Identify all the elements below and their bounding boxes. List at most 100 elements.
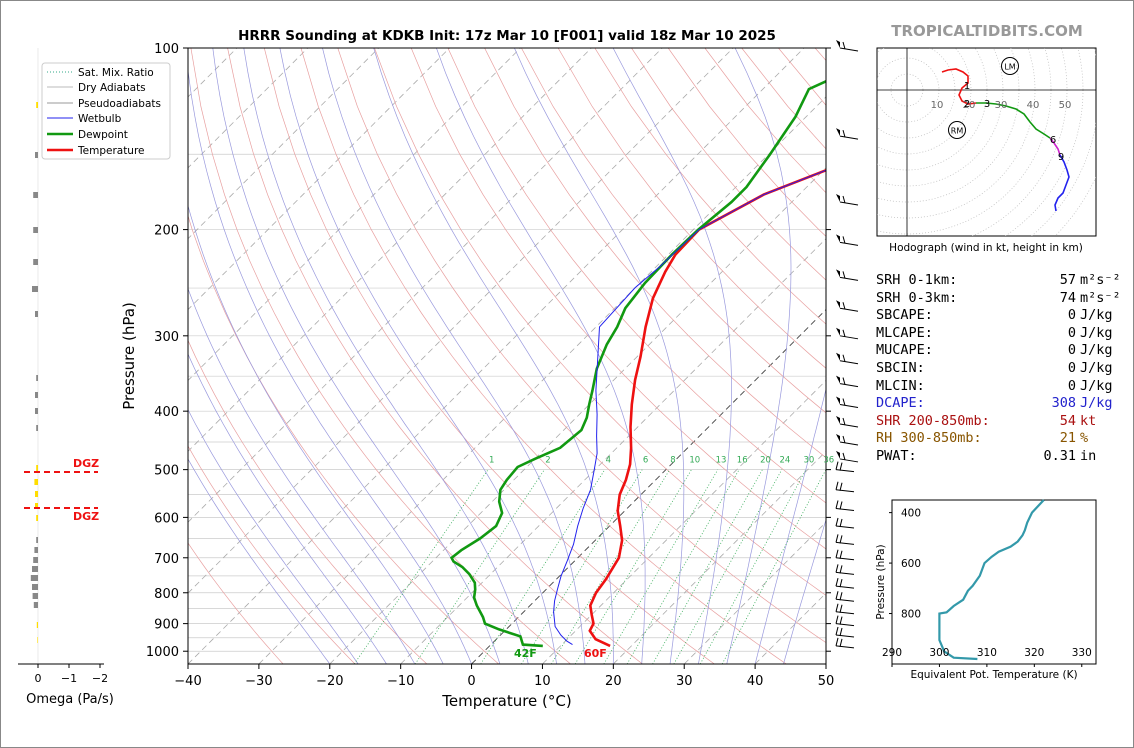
theta-e-xlabel: Equivalent Pot. Temperature (K) <box>910 669 1077 681</box>
legend-pseudoadiabats: Pseudoadiabats <box>78 98 161 110</box>
stat-value: 308 <box>1051 395 1076 412</box>
stat-label: SHR 200-850mb: <box>876 412 990 429</box>
stat-row: SRH 0-3km: 74 m²s⁻² <box>876 290 1121 308</box>
mix-ratio-label: 1 <box>489 455 494 465</box>
stat-label: SBCAPE: <box>876 307 933 324</box>
stat-value: 0 <box>1067 359 1076 376</box>
hodo-segment-magenta <box>1049 137 1061 156</box>
stat-unit: J/kg <box>1080 377 1113 394</box>
x-tick-label: 40 <box>747 674 764 689</box>
stat-row: RH 300-850mb: 21% <box>876 430 1121 448</box>
wind-barbs <box>835 40 859 649</box>
x-tick-label: −30 <box>245 674 272 689</box>
stat-value: 57 <box>1059 272 1076 288</box>
y-axis-label: Pressure (hPa) <box>120 302 138 410</box>
mix-ratio-label: 16 <box>737 455 748 465</box>
stat-value: 0 <box>1067 377 1076 394</box>
mix-ratio-label: 2 <box>545 455 550 465</box>
stat-value: 0.31 <box>1043 447 1076 464</box>
theta-y-tick: 600 <box>901 558 921 570</box>
y-tick-label: 900 <box>154 618 179 633</box>
stat-label: MLCAPE: <box>876 324 933 341</box>
sounding-lines <box>449 79 826 648</box>
stat-unit: J/kg <box>1080 307 1113 324</box>
stat-row: PWAT: 0.31 in <box>876 448 1121 466</box>
stat-label: RH 300-850mb: <box>876 430 982 447</box>
hodo-ring-50: 50 <box>1059 100 1072 111</box>
stat-row: MLCIN: 0 J/kg <box>876 378 1121 396</box>
stat-unit: J/kg <box>1080 395 1113 412</box>
x-tick-label: 10 <box>534 674 551 689</box>
legend-temperature: Temperature <box>77 145 145 157</box>
stat-value: 0 <box>1067 324 1076 341</box>
stats-panel: SRH 0-1km: 57 m²s⁻² SRH 0-3km: 74 m²s⁻² SBCAPE… <box>876 272 1121 466</box>
surface-dewpoint-label: 42F <box>514 647 537 660</box>
hodograph-caption: Hodograph (wind in kt, height in km) <box>889 242 1083 254</box>
stat-unit: m²s⁻² <box>1080 272 1121 288</box>
dewpoint-line <box>449 79 826 648</box>
omega-xlabel: Omega (Pa/s) <box>26 692 114 707</box>
mix-ratio-labels: 1 2 4 6 8 10 13 16 20 24 30 36 <box>489 455 834 465</box>
x-tick-label: 20 <box>605 674 622 689</box>
skewt-axis-ticks: −40 −30 −20 −10 0 10 20 30 40 50 100 200 300 400 500 60… <box>146 42 834 689</box>
theta-x-tick: 320 <box>1024 647 1044 659</box>
omega-panel: DGZ DGZ 0 −1 −2 Omega (Pa/s) <box>18 48 114 707</box>
y-tick-label: 700 <box>154 552 179 567</box>
hodo-ring-20: 20 <box>963 100 976 111</box>
brand-logo: TROPICALTIDBITS.COM <box>891 22 1083 40</box>
stat-unit: m²s⁻² <box>1080 289 1121 306</box>
mix-ratio-label: 4 <box>606 455 611 465</box>
x-tick-label: 30 <box>676 674 693 689</box>
stat-label: MUCAPE: <box>876 342 933 359</box>
y-tick-label: 800 <box>154 587 179 602</box>
hodo-height-1: 1 <box>964 81 970 92</box>
stat-label: SBCIN: <box>876 359 925 376</box>
stat-unit: kt <box>1080 412 1097 429</box>
chart-title: HRRR Sounding at KDKB Init: 17z Mar 10 [… <box>238 28 776 44</box>
hodo-segment-blue <box>1054 154 1070 212</box>
x-tick-label: −40 <box>174 674 201 689</box>
dgz-label-top: DGZ <box>73 457 99 470</box>
mix-ratio-label: 10 <box>689 455 700 465</box>
stat-value: 0 <box>1067 342 1076 359</box>
theta-e-panel: 290 300 310 320 330 400 600 800 Equivalent Pot.… <box>875 499 1097 681</box>
stat-row: MUCAPE: 0 J/kg <box>876 342 1121 360</box>
stat-label: MLCIN: <box>876 377 925 394</box>
mix-ratio-label: 6 <box>643 455 648 465</box>
stat-unit: % <box>1080 430 1089 447</box>
mix-ratio-label: 30 <box>803 455 814 465</box>
x-tick-label: 50 <box>818 674 835 689</box>
stat-unit: in <box>1080 447 1097 464</box>
hodo-marker-rm: RM <box>951 127 964 136</box>
hodo-segment-green <box>976 102 1051 139</box>
wetbulb-line <box>553 169 826 646</box>
theta-y-tick: 800 <box>901 609 921 621</box>
hodo-ring-30: 30 <box>995 100 1008 111</box>
stat-row: SHR 200-850mb: 54 kt <box>876 413 1121 431</box>
hodo-marker-lm: LM <box>1004 63 1015 72</box>
mix-ratio-label: 20 <box>760 455 771 465</box>
stat-value: 0 <box>1067 307 1076 324</box>
x-axis-label: Temperature (°C) <box>441 692 571 710</box>
stat-label: DCAPE: <box>876 395 925 412</box>
stat-label: SRH 0-3km: <box>876 289 958 306</box>
x-tick-label: 0 <box>467 674 475 689</box>
background-lines <box>188 48 826 664</box>
dgz-label-bottom: DGZ <box>73 510 99 523</box>
theta-x-tick: 290 <box>882 647 902 659</box>
theta-x-tick: 300 <box>929 647 949 659</box>
hodo-height-2: 2 <box>964 99 970 110</box>
y-tick-label: 100 <box>154 42 179 57</box>
stat-row: MLCAPE: 0 J/kg <box>876 325 1121 343</box>
stat-row: SBCAPE: 0 J/kg <box>876 307 1121 325</box>
legend-wetbulb: Wetbulb <box>78 113 122 125</box>
stat-unit: J/kg <box>1080 359 1113 376</box>
y-tick-label: 500 <box>154 464 179 479</box>
mix-ratio-label: 13 <box>716 455 727 465</box>
hodo-ring-10: 10 <box>931 100 944 111</box>
legend-dewpoint: Dewpoint <box>78 129 128 141</box>
mix-ratio-label: 8 <box>670 455 675 465</box>
hodo-segment-red <box>941 68 977 105</box>
x-tick-label: −10 <box>387 674 414 689</box>
